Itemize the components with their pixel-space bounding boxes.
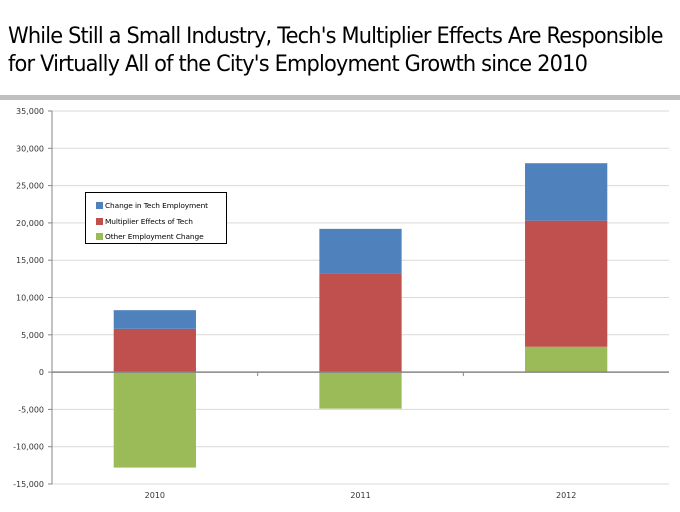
legend-label: Change in Tech Employment [105, 201, 208, 211]
legend-swatch-green [96, 233, 103, 241]
bar-segment-other-employment-change-2012 [525, 346, 608, 373]
legend-label: Other Employment Change [105, 232, 204, 242]
bars [113, 163, 608, 468]
slide-title-line-1: While Still a Small Industry, Tech's Mul… [8, 23, 664, 49]
y-tick-label: 35,000 [16, 107, 44, 116]
bar-segment-change-in-tech-employment-2011 [319, 228, 402, 274]
chart-legend: Change in Tech Employment Multiplier Eff… [85, 192, 227, 244]
slide-title: While Still a Small Industry, Tech's Mul… [8, 22, 664, 78]
legend-swatch-red [96, 217, 103, 225]
legend-label: Multiplier Effects of Tech [105, 216, 193, 226]
x-tick-label: 2010 [145, 491, 165, 500]
bar-segment-change-in-tech-employment-2010 [113, 310, 196, 329]
bar-segment-multiplier-effects-of-tech-2011 [319, 273, 402, 373]
bar-segment-other-employment-change-2010 [113, 372, 196, 468]
x-tick-label: 2011 [350, 491, 370, 500]
bar-segment-multiplier-effects-of-tech-2012 [525, 220, 608, 347]
y-tick-label: 15,000 [16, 256, 44, 265]
y-tick-label: 0 [39, 368, 44, 377]
y-tick-label: 5,000 [21, 331, 44, 340]
axes [48, 110, 669, 485]
tick-labels: -15,000 -10,000 -5,000 0 5,000 10,000 15,000 20… [13, 107, 576, 500]
y-tick-label: 25,000 [16, 182, 44, 191]
y-tick-label: 30,000 [16, 144, 44, 153]
y-tick-label: -10,000 [13, 443, 44, 452]
legend-item-other-employment: Other Employment Change [86, 229, 226, 245]
bar-segment-change-in-tech-employment-2012 [525, 163, 608, 221]
bar-segment-multiplier-effects-of-tech-2010 [113, 328, 196, 373]
legend-swatch-blue [96, 202, 103, 210]
bar-segment-other-employment-change-2011 [319, 372, 402, 409]
legend-item-tech-employment: Change in Tech Employment [86, 198, 226, 214]
title-divider [0, 95, 680, 100]
y-tick-label: 10,000 [16, 294, 44, 303]
slide-title-line-2: for Virtually All of the City's Employme… [8, 51, 588, 77]
legend-item-multiplier-effects: Multiplier Effects of Tech [86, 214, 226, 230]
x-tick-label: 2012 [556, 491, 576, 500]
y-tick-label: 20,000 [16, 219, 44, 228]
y-tick-label: -5,000 [18, 405, 44, 414]
y-tick-label: -15,000 [13, 480, 44, 489]
